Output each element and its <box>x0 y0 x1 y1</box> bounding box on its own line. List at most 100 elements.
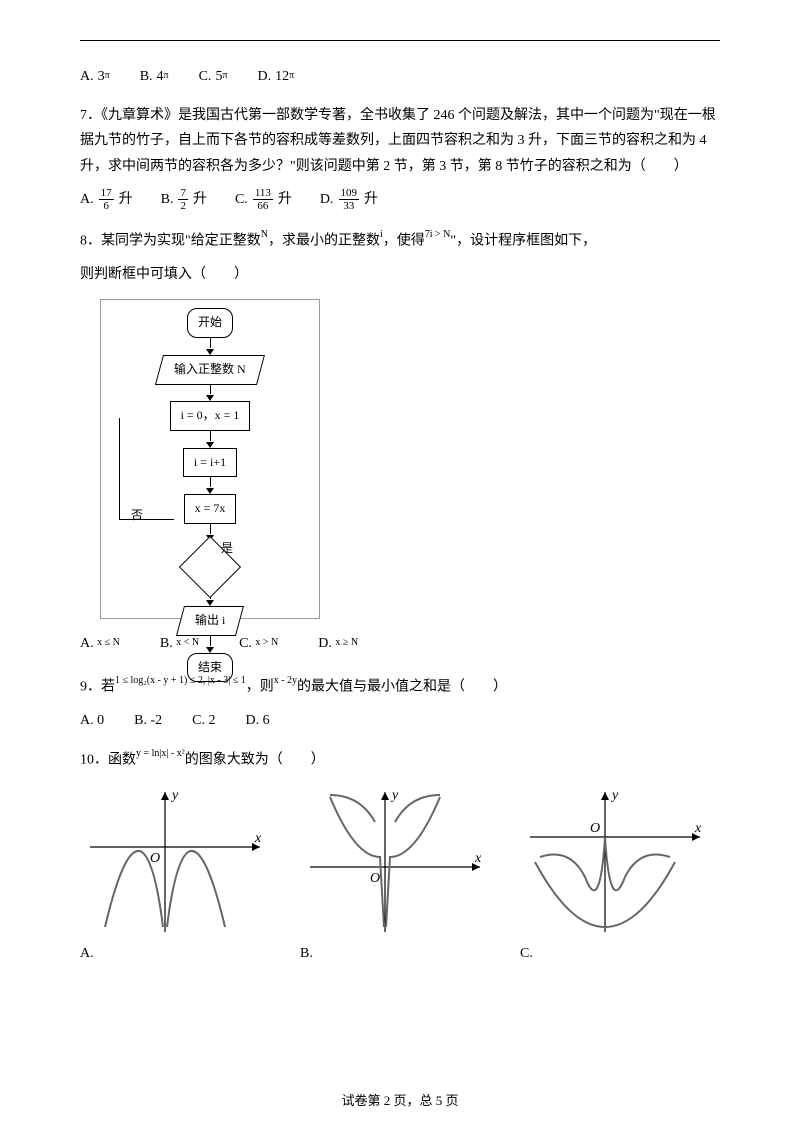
opt-label: C. <box>199 64 212 89</box>
opt-val: 4 <box>157 64 164 89</box>
q-part: 函数 <box>108 753 136 768</box>
svg-text:y: y <box>170 788 179 803</box>
var-sup: N <box>261 229 268 240</box>
q7-options: A. 176 升 B. 72 升 C. 11366 升 D. 10933 升 <box>80 187 720 212</box>
opt-text: 6 <box>263 708 270 733</box>
var-sup: i <box>380 229 383 240</box>
fc-label: 结束 <box>198 660 222 674</box>
q6-opt-c: C. 5π <box>199 64 228 89</box>
q8-text2: 则判断框中可填入（ ） <box>80 262 720 287</box>
q8-opt-d: D. x ≥ N <box>318 631 358 656</box>
unit: 升 <box>193 187 207 212</box>
opt-label: B. <box>161 187 174 212</box>
opt-sup: π <box>105 67 110 85</box>
fc-output: 输出 i <box>176 606 244 636</box>
opt-sup: π <box>289 67 294 85</box>
opt-label: A. <box>80 64 94 89</box>
fraction: 10933 <box>339 187 360 212</box>
q-part: "，设计程序框图如下， <box>450 234 596 249</box>
q8-text: 8．某同学为实现"给定正整数N，求最小的正整数i，使得7i > N"，设计程序框… <box>80 228 720 254</box>
q9-opt-c: C. 2 <box>192 708 215 733</box>
fc-yes: 是 <box>221 538 233 560</box>
opt-text: x < N <box>176 634 199 652</box>
fc-step1: i = i+1 <box>183 448 237 478</box>
q-part: ，使得 <box>383 234 425 249</box>
fc-label: 开始 <box>198 315 222 329</box>
q6-opt-a: A. 3π <box>80 64 110 89</box>
q10-opt-b: B. <box>300 941 490 966</box>
frac-den: 2 <box>178 200 188 212</box>
q10-labels: A. B. C. <box>80 941 720 966</box>
fc-label: 输出 i <box>195 610 225 632</box>
opt-label: D. <box>318 631 332 656</box>
graph-a: x y O <box>80 787 270 937</box>
fraction: 72 <box>178 187 188 212</box>
graph-c: x y O <box>520 787 710 937</box>
opt-text: x ≥ N <box>335 634 358 652</box>
q-part: 的图象大致为（ ） <box>185 753 325 768</box>
q-part: 则判断框中可填入（ ） <box>80 267 248 282</box>
q7-opt-c: C. 11366 升 <box>235 187 292 212</box>
q-part: 若 <box>101 680 115 695</box>
opt-val: 5 <box>215 64 222 89</box>
fc-init: i = 0，x = 1 <box>170 401 251 431</box>
gt: > <box>433 229 444 240</box>
frac-num: 113 <box>253 187 273 200</box>
unit: 升 <box>364 187 378 212</box>
unit: 升 <box>278 187 292 212</box>
q-number: 9． <box>80 680 101 695</box>
opt-label: D. <box>258 64 272 89</box>
q-number: 8． <box>80 234 101 249</box>
graph-b: x y O <box>300 787 490 937</box>
q-part: ，求最小的正整数 <box>268 234 380 249</box>
flowchart: 开始 输入正整数 N i = 0，x = 1 i = i+1 x = 7x 输出… <box>100 299 320 619</box>
q6-options: A. 3π B. 4π C. 5π D. 12π <box>80 64 720 89</box>
page-footer: 试卷第 2 页，总 5 页 <box>0 1089 800 1112</box>
opt-text: -2 <box>150 708 162 733</box>
q-part: 的最大值与最小值之和是（ ） <box>297 680 507 695</box>
opt-val: 12 <box>275 64 289 89</box>
fc-no: 否 <box>131 505 143 527</box>
q-number: 10． <box>80 753 108 768</box>
q-number: 7． <box>80 108 101 123</box>
frac-den: 6 <box>99 200 114 212</box>
q7-opt-a: A. 176 升 <box>80 187 133 212</box>
q7-opt-b: B. 72 升 <box>161 187 207 212</box>
fc-label: i = i+1 <box>194 455 226 469</box>
var-sup: N <box>443 229 450 240</box>
q9-text: 9．若1 ≤ log₂(x - y + 1) ≤ 2, |x - 3| ≤ 1，… <box>80 674 720 700</box>
q-func: y = ln|x| - x² <box>136 748 185 759</box>
opt-val: 3 <box>98 64 105 89</box>
fraction: 11366 <box>253 187 273 212</box>
frac-num: 109 <box>339 187 360 200</box>
fc-step2: x = 7x <box>184 494 237 524</box>
q9-options: A. 0 B. -2 C. 2 D. 6 <box>80 708 720 733</box>
q-body: 《九章算术》是我国古代第一部数学专著，全书收集了 246 个问题及解法，其中一个… <box>80 108 716 173</box>
unit: 升 <box>119 187 133 212</box>
fraction: 176 <box>99 187 114 212</box>
opt-sup: π <box>222 67 227 85</box>
opt-label: D. <box>245 708 259 733</box>
opt-label: A. <box>80 708 94 733</box>
q10-opt-c: C. <box>520 941 710 966</box>
opt-text: x > N <box>255 634 278 652</box>
q10-text: 10．函数y = ln|x| - x²的图象大致为（ ） <box>80 747 720 773</box>
q-expr: x - 2y <box>274 675 297 686</box>
svg-text:y: y <box>610 788 619 803</box>
opt-label: C. <box>192 708 205 733</box>
frac-den: 66 <box>253 200 273 212</box>
fc-input: 输入正整数 N <box>155 355 265 385</box>
svg-text:O: O <box>590 821 600 836</box>
svg-text:O: O <box>150 851 160 866</box>
svg-text:y: y <box>390 788 399 803</box>
q7-opt-d: D. 10933 升 <box>320 187 378 212</box>
svg-text:x: x <box>694 821 702 836</box>
fc-label: x = 7x <box>195 501 226 515</box>
footer-text: 试卷第 2 页，总 5 页 <box>341 1093 458 1108</box>
fc-start: 开始 <box>187 308 233 338</box>
q9-opt-a: A. 0 <box>80 708 104 733</box>
q9-opt-b: B. -2 <box>134 708 162 733</box>
q-cond: 1 ≤ log₂(x - y + 1) ≤ 2, |x - 3| ≤ 1 <box>115 675 246 686</box>
svg-text:x: x <box>254 831 262 846</box>
svg-text:x: x <box>474 851 482 866</box>
